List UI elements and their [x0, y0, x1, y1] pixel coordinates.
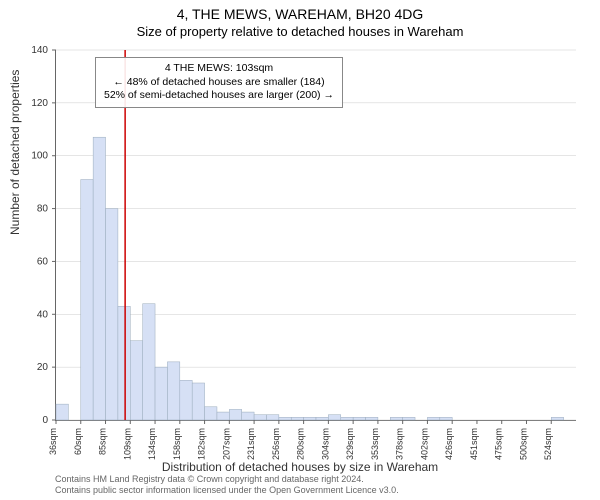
svg-text:134sqm: 134sqm	[147, 428, 157, 460]
svg-text:353sqm: 353sqm	[370, 428, 380, 460]
histogram-bar	[266, 415, 278, 420]
svg-text:207sqm: 207sqm	[221, 428, 231, 460]
annotation-box: 4 THE MEWS: 103sqm ← 48% of detached hou…	[95, 57, 343, 108]
histogram-bar	[390, 417, 402, 420]
histogram-bar	[106, 209, 118, 420]
histogram-bar	[93, 137, 105, 420]
histogram-bar	[192, 383, 204, 420]
histogram-bar	[81, 180, 93, 421]
histogram-bar	[254, 415, 266, 420]
histogram-bar	[366, 417, 378, 420]
histogram-bar	[167, 362, 179, 420]
histogram-bar	[353, 417, 365, 420]
svg-text:451sqm: 451sqm	[469, 428, 479, 460]
page-title-line2: Size of property relative to detached ho…	[0, 22, 600, 39]
svg-text:329sqm: 329sqm	[345, 428, 355, 460]
histogram-bar	[130, 341, 142, 420]
histogram-bar	[143, 304, 155, 420]
footer-line1: Contains HM Land Registry data © Crown c…	[55, 474, 399, 485]
annotation-line2: ← 48% of detached houses are smaller (18…	[104, 76, 334, 90]
histogram-bar	[242, 412, 254, 420]
histogram-bar	[118, 306, 130, 420]
histogram-bar	[291, 417, 303, 420]
svg-text:120: 120	[31, 98, 48, 109]
histogram-bar	[217, 412, 229, 420]
svg-text:60: 60	[37, 256, 49, 267]
page-title-line1: 4, THE MEWS, WAREHAM, BH20 4DG	[0, 0, 600, 22]
histogram-bar	[229, 409, 241, 420]
histogram-bar	[279, 417, 291, 420]
svg-text:80: 80	[37, 204, 49, 215]
svg-text:524sqm: 524sqm	[543, 428, 553, 460]
histogram-bar	[551, 417, 563, 420]
footer-attribution: Contains HM Land Registry data © Crown c…	[55, 474, 399, 496]
svg-text:60sqm: 60sqm	[73, 428, 83, 455]
y-axis-label: Number of detached properties	[8, 70, 22, 235]
svg-text:500sqm: 500sqm	[518, 428, 528, 460]
histogram-bar	[427, 417, 439, 420]
histogram-bar	[403, 417, 415, 420]
svg-text:402sqm: 402sqm	[419, 428, 429, 460]
svg-text:304sqm: 304sqm	[320, 428, 330, 460]
annotation-line3: 52% of semi-detached houses are larger (…	[104, 89, 334, 103]
svg-text:475sqm: 475sqm	[494, 428, 504, 460]
svg-text:378sqm: 378sqm	[395, 428, 405, 460]
histogram-bar	[56, 404, 68, 420]
svg-text:36sqm: 36sqm	[48, 428, 58, 455]
x-axis-label: Distribution of detached houses by size …	[0, 460, 600, 474]
histogram-bar	[304, 417, 316, 420]
svg-text:40: 40	[37, 309, 49, 320]
annotation-line1: 4 THE MEWS: 103sqm	[104, 62, 334, 76]
svg-text:231sqm: 231sqm	[246, 428, 256, 460]
svg-text:109sqm: 109sqm	[122, 428, 132, 460]
histogram-bar	[180, 380, 192, 420]
histogram-bar	[341, 417, 353, 420]
svg-text:140: 140	[31, 45, 48, 56]
histogram-bar	[328, 415, 340, 420]
svg-text:182sqm: 182sqm	[197, 428, 207, 460]
histogram-bar	[440, 417, 452, 420]
svg-text:158sqm: 158sqm	[172, 428, 182, 460]
svg-text:426sqm: 426sqm	[444, 428, 454, 460]
footer-line2: Contains public sector information licen…	[55, 485, 399, 496]
svg-text:20: 20	[37, 362, 49, 373]
svg-text:256sqm: 256sqm	[271, 428, 281, 460]
histogram-bar	[205, 407, 217, 420]
svg-text:100: 100	[31, 151, 48, 162]
svg-text:0: 0	[42, 415, 48, 426]
histogram-bar	[316, 417, 328, 420]
svg-text:280sqm: 280sqm	[296, 428, 306, 460]
histogram-bar	[155, 367, 167, 420]
svg-text:85sqm: 85sqm	[98, 428, 108, 455]
